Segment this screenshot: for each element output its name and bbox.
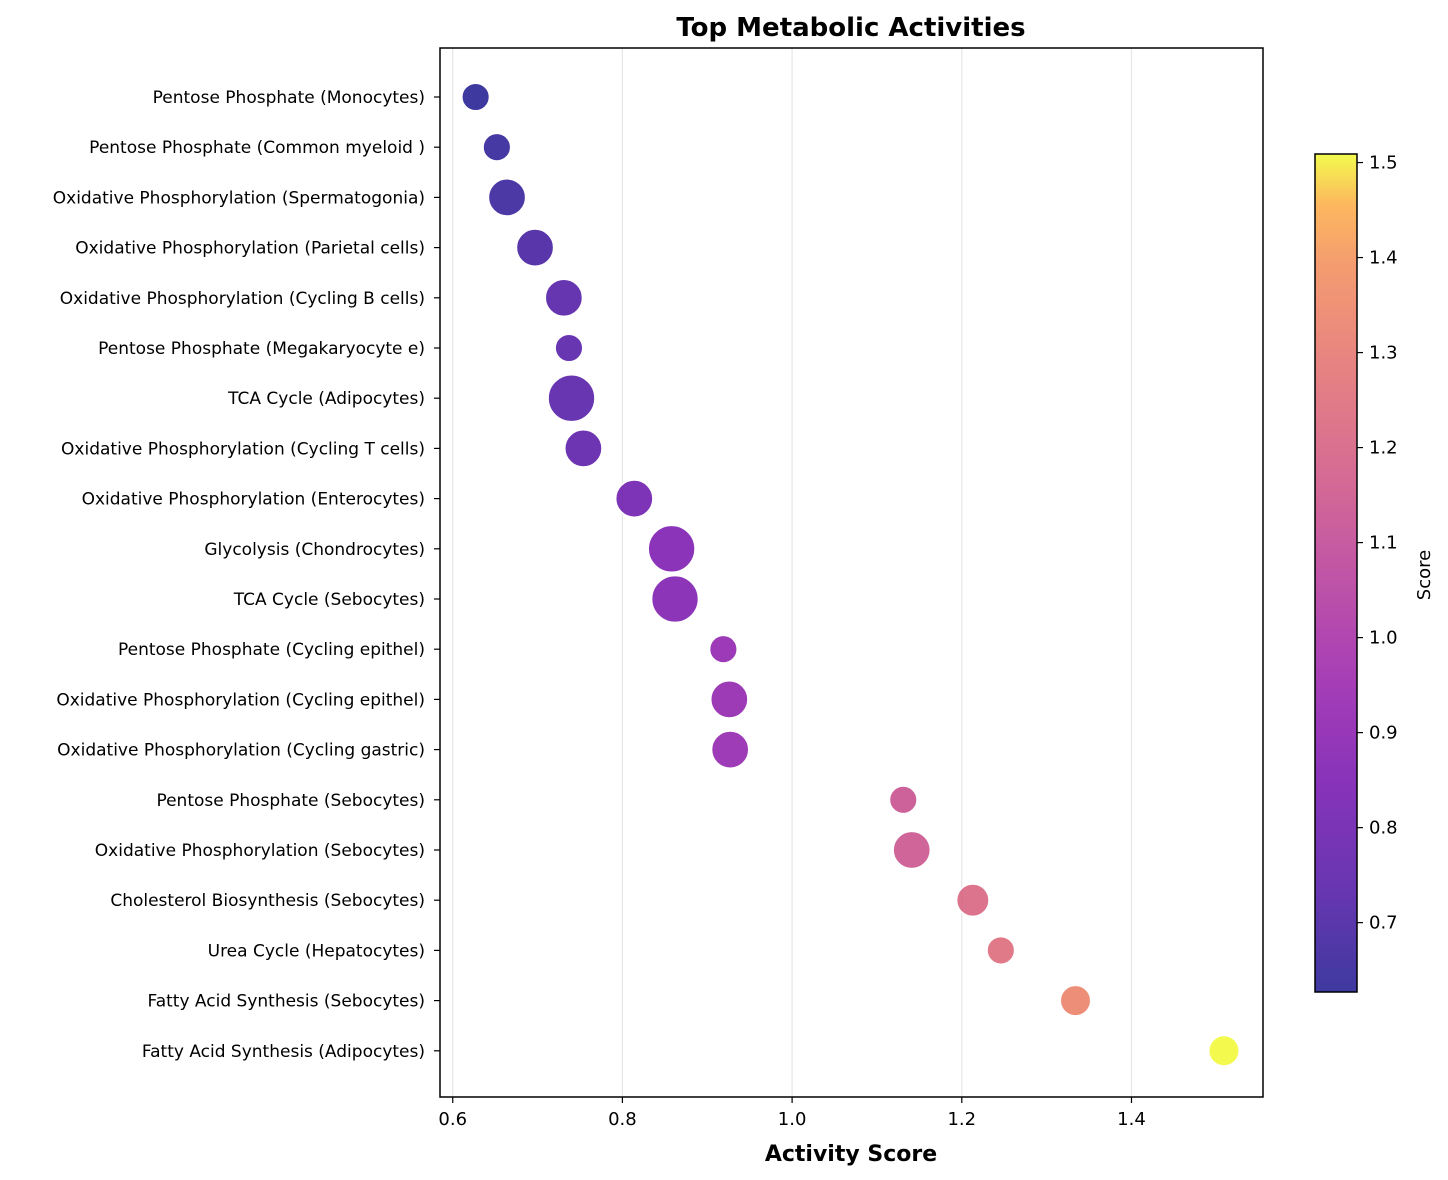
colorbar-tick-label: 0.7 bbox=[1369, 913, 1398, 934]
y-tick-label: Pentose Phosphate (Common myeloid ) bbox=[89, 138, 425, 158]
data-points bbox=[461, 82, 1240, 1067]
x-tick-label: 1.2 bbox=[947, 1109, 976, 1130]
y-tick-label: Pentose Phosphate (Sebocytes) bbox=[156, 791, 425, 811]
data-point bbox=[710, 730, 750, 769]
data-point bbox=[614, 479, 654, 518]
y-tick-label: Oxidative Phosphorylation (Parietal cell… bbox=[75, 239, 425, 259]
x-tick-label: 0.8 bbox=[608, 1109, 637, 1130]
data-point bbox=[888, 785, 918, 815]
colorbar bbox=[1314, 153, 1358, 993]
data-point bbox=[650, 574, 700, 624]
y-tick-label: Fatty Acid Synthesis (Adipocytes) bbox=[142, 1042, 425, 1062]
y-tick-label: Oxidative Phosphorylation (Cycling gastr… bbox=[57, 741, 425, 761]
colorbar-tick-label: 0.9 bbox=[1369, 723, 1398, 744]
y-tick-label: TCA Cycle (Adipocytes) bbox=[227, 389, 425, 409]
y-tick-label: Urea Cycle (Hepatocytes) bbox=[208, 941, 425, 961]
x-tick-label: 1.4 bbox=[1117, 1109, 1146, 1130]
colorbar-tick-label: 1.4 bbox=[1369, 248, 1398, 269]
colorbar-ticks: 0.7 0.8 0.9 1.0 1.1 1.2 1.3 1.4 1.5 bbox=[1357, 153, 1398, 934]
colorbar-tick-label: 1.3 bbox=[1369, 343, 1398, 364]
colorbar-tick-label: 1.5 bbox=[1369, 153, 1398, 174]
y-tick-label: TCA Cycle (Sebocytes) bbox=[233, 590, 425, 610]
y-tick-label: Oxidative Phosphorylation (Spermatogonia… bbox=[53, 188, 425, 208]
data-point bbox=[482, 132, 512, 162]
data-point bbox=[1207, 1034, 1240, 1067]
data-point bbox=[547, 374, 596, 423]
data-point bbox=[708, 634, 738, 664]
y-tick-label: Oxidative Phosphorylation (Sebocytes) bbox=[95, 841, 425, 861]
colorbar-tick-label: 0.8 bbox=[1369, 818, 1398, 839]
y-tick-label: Pentose Phosphate (Cycling epithel) bbox=[118, 640, 425, 660]
y-tick-label: Oxidative Phosphorylation (Cycling epith… bbox=[56, 690, 425, 710]
y-tick-label: Fatty Acid Synthesis (Sebocytes) bbox=[148, 992, 426, 1012]
x-tick-labels: 0.6 0.8 1.0 1.2 1.4 bbox=[438, 1097, 1146, 1130]
data-point bbox=[955, 883, 990, 918]
grid-lines bbox=[452, 48, 1133, 1097]
data-point bbox=[564, 429, 603, 468]
x-axis-label: Activity Score bbox=[765, 1142, 937, 1167]
data-point bbox=[544, 278, 584, 318]
chart-title: Top Metabolic Activities bbox=[676, 13, 1025, 43]
colorbar-label: Score bbox=[1414, 550, 1435, 600]
colorbar-tick-label: 1.1 bbox=[1369, 533, 1398, 554]
data-point bbox=[554, 333, 584, 363]
y-tick-label: Pentose Phosphate (Megakaryocyte e) bbox=[98, 339, 425, 359]
x-tick-label: 0.6 bbox=[438, 1109, 467, 1130]
y-tick-label: Glycolysis (Chondrocytes) bbox=[204, 540, 425, 560]
plot-frame bbox=[439, 47, 1264, 1098]
data-point bbox=[487, 178, 527, 217]
y-tick-label: Oxidative Phosphorylation (Cycling T cel… bbox=[61, 439, 425, 459]
y-tick-labels: Pentose Phosphate (Monocytes) Pentose Pho… bbox=[53, 88, 440, 1062]
y-tick-label: Oxidative Phosphorylation (Enterocytes) bbox=[82, 490, 425, 510]
data-point bbox=[709, 680, 749, 719]
data-point bbox=[1059, 984, 1092, 1017]
data-point bbox=[986, 935, 1016, 965]
data-point bbox=[515, 228, 555, 267]
y-tick-label: Pentose Phosphate (Monocytes) bbox=[153, 88, 425, 108]
colorbar-tick-label: 1.2 bbox=[1369, 438, 1398, 459]
data-point bbox=[461, 82, 491, 112]
colorbar-tick-label: 1.0 bbox=[1369, 628, 1398, 649]
data-point bbox=[647, 524, 696, 573]
x-tick-label: 1.0 bbox=[778, 1109, 807, 1130]
y-tick-label: Oxidative Phosphorylation (Cycling B cel… bbox=[60, 289, 425, 309]
y-tick-label: Cholesterol Biosynthesis (Sebocytes) bbox=[110, 891, 425, 911]
data-point bbox=[892, 830, 932, 870]
